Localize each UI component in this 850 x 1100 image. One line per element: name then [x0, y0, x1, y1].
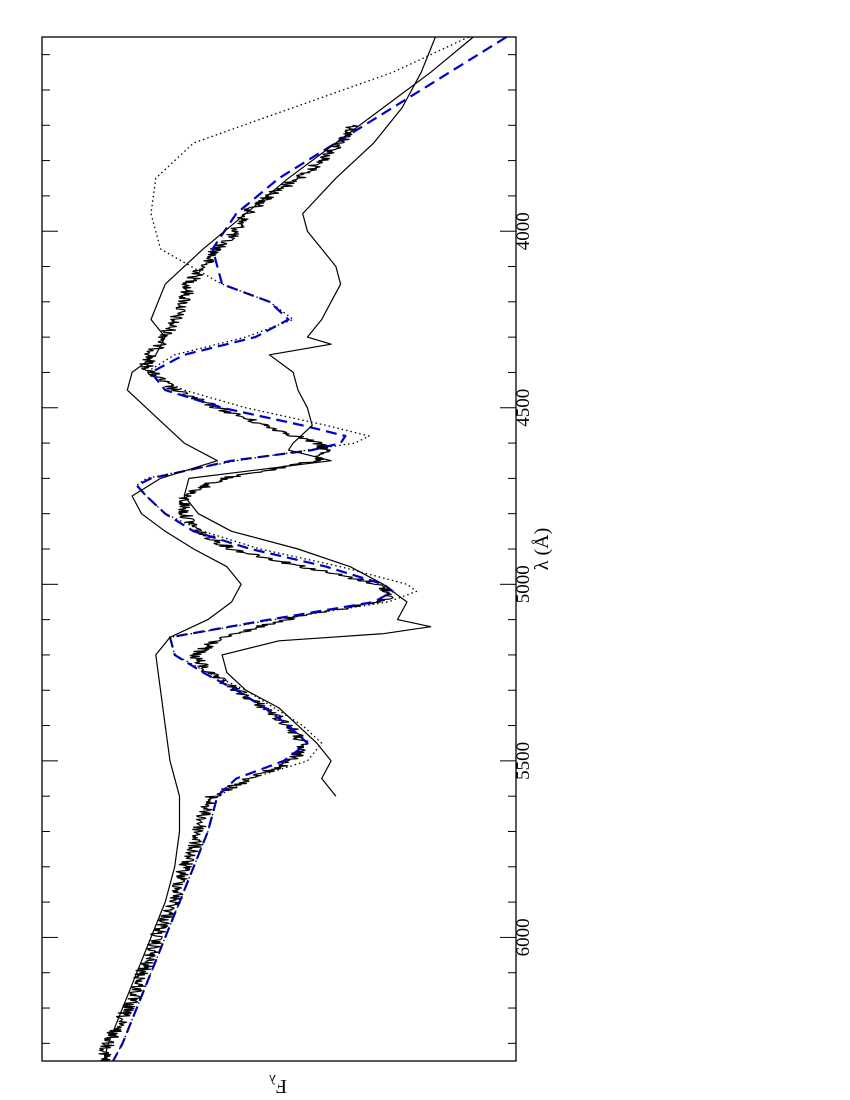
y-axis-label: Fλ	[269, 1071, 287, 1097]
plot-frame	[41, 36, 517, 1062]
y-axis-label-subscript: λ	[269, 1071, 276, 1086]
x-tick-label: 6000	[513, 918, 534, 956]
x-tick-label: 4000	[513, 212, 534, 250]
axis-ticks	[42, 54, 516, 1044]
spectrum-series-5	[183, 36, 436, 797]
spectra-curves	[98, 36, 508, 1062]
x-tick-label: 5500	[513, 742, 534, 780]
spectrum-series-3	[112, 36, 469, 1062]
x-tick-label: 5000	[513, 565, 534, 603]
x-tick-label: 4500	[513, 389, 534, 427]
x-axis-label: λ (Å)	[531, 528, 553, 570]
spectrum-series-4	[103, 36, 474, 1062]
x-tick-labels: 4000 4500 5000 5500 6000	[513, 212, 534, 956]
spectrum-series-1	[98, 124, 394, 1062]
y-axis-label-main: F	[276, 1075, 287, 1097]
